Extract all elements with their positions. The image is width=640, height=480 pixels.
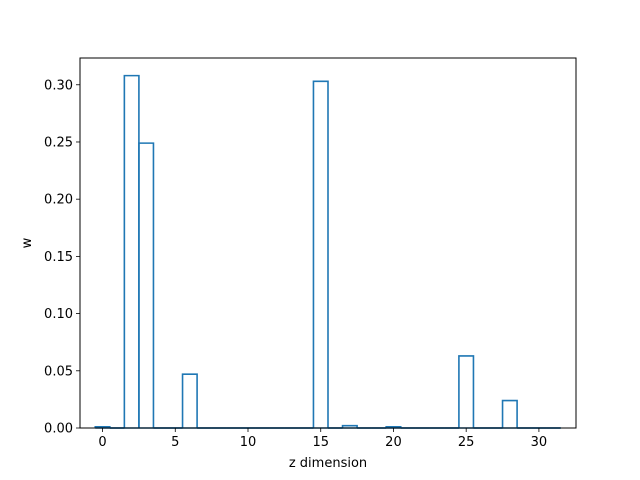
histogram-bar xyxy=(341,424,358,428)
histogram-bar xyxy=(501,399,518,428)
x-tick-label: 25 xyxy=(458,435,475,450)
histogram-bar xyxy=(138,142,155,428)
histogram-bar xyxy=(312,80,329,428)
y-tick-label: 0.10 xyxy=(44,307,73,322)
y-tick-label: 0.20 xyxy=(44,193,73,208)
y-axis-label: w xyxy=(20,237,35,248)
x-tick-label: 5 xyxy=(171,435,179,450)
axes-frame xyxy=(79,57,577,429)
y-tick-label: 0.30 xyxy=(44,78,73,93)
y-tick-label: 0.25 xyxy=(44,135,73,150)
x-tick-label: 20 xyxy=(385,435,402,450)
x-axis-label: z dimension xyxy=(289,456,367,471)
x-tick-label: 0 xyxy=(98,435,106,450)
y-axis-ticks: 0.00 0.05 0.10 0.15 0.20 0.25 0.30 xyxy=(44,78,80,437)
x-tick-label: 10 xyxy=(240,435,257,450)
x-tick-label: 30 xyxy=(531,435,548,450)
histogram-bar xyxy=(181,373,198,428)
x-axis-ticks: 0 5 10 15 20 25 30 xyxy=(98,428,547,450)
x-tick-label: 15 xyxy=(312,435,329,450)
y-tick-label: 0.15 xyxy=(44,250,73,265)
y-tick-label: 0.05 xyxy=(44,364,73,379)
histogram-bar xyxy=(458,355,475,428)
y-tick-label: 0.00 xyxy=(44,422,73,437)
